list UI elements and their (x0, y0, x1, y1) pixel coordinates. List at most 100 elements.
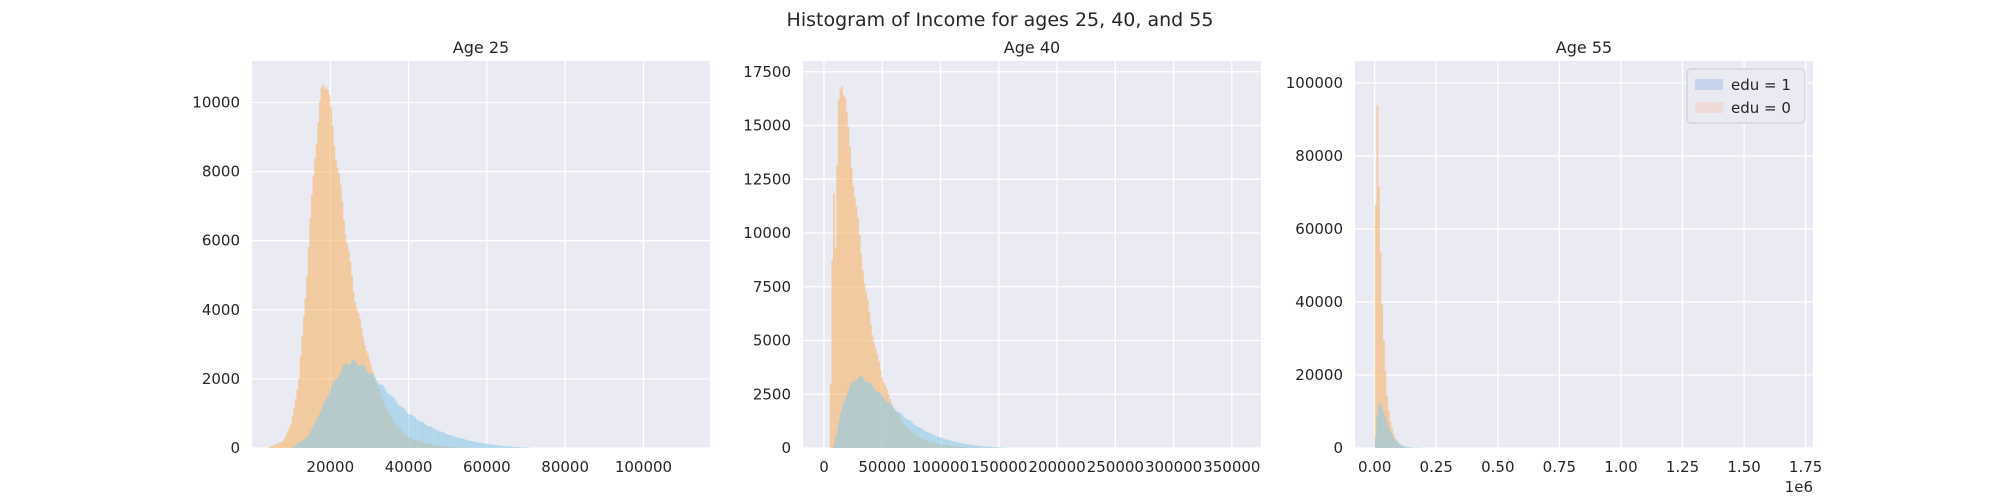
histogram-bar (1404, 446, 1407, 448)
histogram-bar (997, 447, 1000, 448)
histogram-bar (318, 414, 321, 448)
histogram-bar (497, 445, 500, 448)
histogram-bar (335, 378, 338, 448)
histogram-bar (849, 146, 851, 448)
histogram-bar (366, 371, 369, 448)
histogram-bar (1374, 437, 1377, 448)
histogram-bar (1385, 420, 1388, 448)
histogram-bar (308, 433, 311, 448)
histogram-bar (332, 382, 335, 448)
histogram-bar (921, 428, 923, 448)
histogram-bar (493, 444, 496, 448)
histogram-bar (394, 401, 397, 448)
histogram-bar (965, 444, 968, 448)
histogram-bar (431, 427, 434, 448)
histogram-bar (277, 443, 280, 448)
histogram-bar (935, 436, 938, 448)
histogram-bar (372, 374, 375, 448)
histogram-bar (900, 413, 903, 448)
histogram-bar (879, 393, 882, 448)
histogram-bar (489, 444, 492, 448)
histogram-bar (334, 160, 337, 449)
histogram-bar (309, 218, 312, 448)
histogram-bar (492, 444, 495, 448)
histogram-bar (1384, 416, 1387, 448)
histogram-bar (283, 438, 286, 448)
histogram-bar (455, 437, 458, 448)
y-tick-label: 0 (1333, 439, 1343, 457)
histogram-bar (291, 415, 294, 448)
y-tick-label: 4000 (202, 301, 240, 319)
histogram-bar (485, 443, 488, 448)
x-tick-label: 100000 (912, 458, 969, 476)
histogram-bar (426, 426, 429, 448)
histogram-bar (852, 185, 855, 448)
histogram-bar (871, 385, 874, 448)
histogram-bar (299, 442, 302, 448)
histogram-bar (862, 377, 864, 448)
histogram-bar (914, 425, 917, 448)
histogram-bar (941, 438, 944, 448)
histogram-bar (501, 445, 504, 448)
histogram-bar (911, 422, 914, 448)
x-tick-label: 60000 (463, 458, 511, 476)
histogram-bar (342, 366, 345, 448)
histogram-bar (349, 261, 352, 448)
histogram-bar (473, 441, 476, 448)
histogram-bar (865, 382, 868, 448)
histogram-bar (306, 276, 309, 448)
histogram-bar (839, 413, 842, 448)
histogram-bar (487, 444, 490, 448)
histogram-bar (897, 411, 900, 448)
histogram-bar (362, 365, 365, 448)
x-offset-label: 1e6 (1785, 478, 1813, 496)
histogram-bar (449, 434, 452, 448)
histogram-bar (833, 444, 836, 448)
histogram-bar (521, 447, 523, 448)
y-tick-label: 10000 (192, 93, 240, 111)
histogram-bar (323, 402, 325, 448)
histogram-bar (906, 419, 909, 448)
histogram-bar (1408, 446, 1410, 448)
histogram-bar (469, 440, 472, 448)
histogram-bar (860, 376, 863, 448)
histogram-bar (924, 431, 927, 448)
histogram-bar (390, 395, 393, 448)
histogram-bar (484, 443, 487, 448)
x-tick-label: 0 (819, 458, 829, 476)
histogram-bar (410, 414, 413, 448)
histogram-bar (1403, 446, 1406, 448)
histogram-bar (922, 430, 925, 448)
histogram-bar (409, 414, 412, 448)
histogram-bar (992, 447, 995, 448)
histogram-bar (877, 392, 880, 448)
histogram-bar (940, 437, 943, 448)
histogram-bar (269, 446, 272, 448)
histogram-bar (833, 193, 835, 448)
histogram-bar (342, 220, 345, 448)
histogram-bar (296, 389, 299, 448)
histogram-bar (415, 419, 418, 448)
histogram-bar (444, 433, 447, 448)
histogram-bar (874, 390, 877, 448)
histogram-bar (490, 444, 493, 448)
histogram-bar (863, 379, 866, 448)
histogram-bar (450, 435, 453, 448)
histogram-bar (865, 291, 868, 448)
histogram-bar (481, 442, 484, 448)
y-tick-label: 40000 (1295, 293, 1343, 311)
histogram-bar (359, 365, 362, 448)
histogram-bar (441, 431, 444, 448)
histogram-bar (1376, 415, 1379, 448)
histogram-bar (378, 384, 381, 448)
histogram-bar (479, 442, 482, 448)
histogram-bar (319, 410, 322, 448)
histogram-bar (845, 111, 848, 448)
histogram-bar (282, 441, 284, 448)
histogram-bar (1406, 446, 1409, 448)
histogram-bar (854, 381, 856, 448)
y-tick-label: 0 (781, 439, 791, 457)
histogram-bar (1384, 370, 1387, 448)
histogram-bar (355, 362, 357, 448)
histogram-bar (850, 382, 853, 448)
